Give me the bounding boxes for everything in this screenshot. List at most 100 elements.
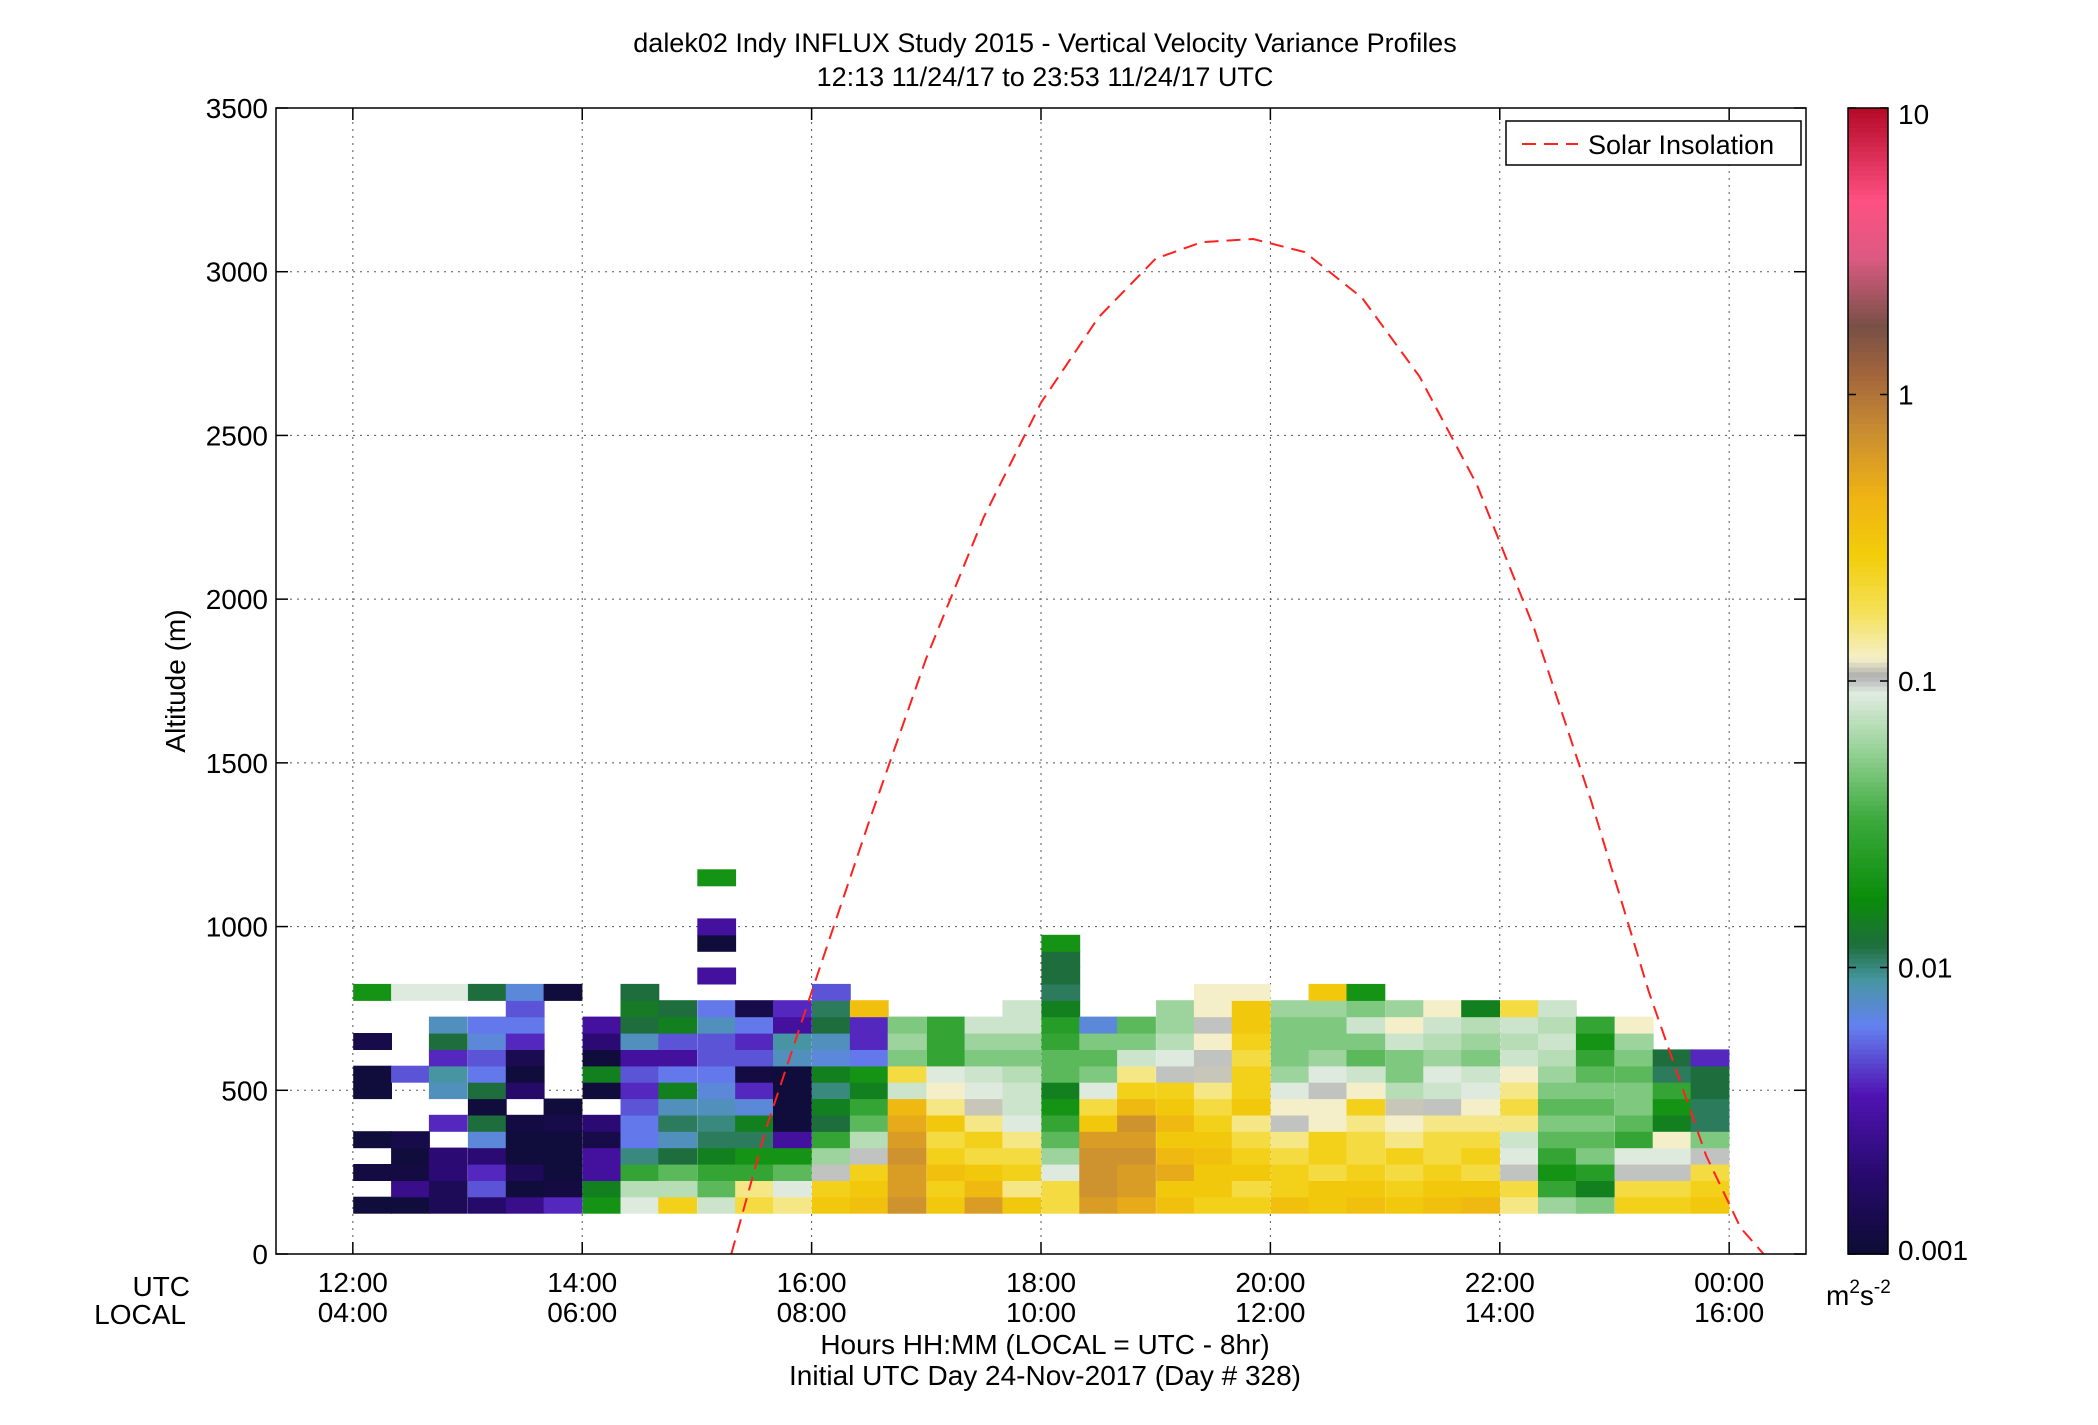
heatmap-cell: [1270, 1196, 1310, 1214]
heatmap-cell: [1385, 1049, 1425, 1067]
heatmap-cell: [964, 1098, 1004, 1116]
heatmap-cell: [735, 1065, 774, 1083]
colorbar-band: [1848, 1105, 1888, 1112]
colorbar-band: [1848, 747, 1888, 754]
heatmap-cell: [1500, 1147, 1539, 1165]
colorbar-band: [1848, 1139, 1888, 1145]
y-tick-label: 500: [221, 1075, 268, 1106]
heatmap-cell: [697, 918, 737, 936]
heatmap-cell: [1614, 1082, 1654, 1100]
heatmap-cell: [543, 1147, 583, 1165]
colorbar-band: [1848, 232, 1888, 238]
heatmap-cell: [1079, 1098, 1119, 1116]
heatmap-cell: [1575, 1065, 1615, 1083]
heatmap-cell: [812, 1164, 851, 1181]
heatmap-cell: [735, 1180, 774, 1198]
colorbar-band: [1848, 150, 1888, 157]
heatmap-cell: [1461, 1082, 1500, 1100]
heatmap-cell: [391, 1164, 430, 1181]
heatmap-cell: [1041, 1196, 1081, 1214]
heatmap-cell: [505, 1114, 545, 1132]
heatmap-cell: [697, 1131, 737, 1149]
heatmap-cell: [582, 1164, 622, 1181]
heatmap-cell: [1461, 1180, 1500, 1198]
heatmap-cell: [620, 1033, 660, 1050]
heatmap-cell: [735, 1098, 774, 1116]
heatmap-cell: [1002, 1016, 1042, 1034]
heatmap-cell: [773, 1180, 812, 1198]
colorbar-band: [1848, 714, 1888, 720]
colorbar-band: [1848, 284, 1888, 291]
heatmap-cell: [926, 1049, 966, 1067]
heatmap-cell: [1423, 1082, 1463, 1100]
heatmap-cell: [1614, 1164, 1654, 1181]
colorbar-band: [1848, 981, 1888, 988]
heatmap-cell: [1079, 1065, 1119, 1083]
heatmap-cell: [1117, 1131, 1156, 1149]
heatmap-cell: [428, 1082, 468, 1100]
heatmap-cell: [1690, 1147, 1730, 1165]
heatmap-cell: [887, 1114, 927, 1132]
colorbar-band: [1848, 442, 1888, 448]
heatmap-cell: [1346, 1164, 1386, 1181]
colorbar-band: [1848, 136, 1888, 143]
colorbar-band: [1848, 408, 1888, 415]
colorbar-band: [1848, 657, 1888, 663]
colorbar-band: [1848, 270, 1888, 276]
heatmap-cell: [1231, 1196, 1271, 1214]
chart-subtitle: 12:13 11/24/17 to 23:53 11/24/17 UTC: [817, 62, 1274, 92]
heatmap-cell: [849, 1147, 889, 1165]
colorbar-band: [1848, 829, 1888, 835]
heatmap-cell: [353, 1131, 392, 1149]
colorbar-band: [1848, 451, 1888, 458]
heatmap-cell: [353, 1033, 392, 1050]
colorbar-band: [1848, 809, 1888, 816]
heatmap-cell: [735, 1196, 774, 1214]
heatmap-cell: [391, 1065, 430, 1083]
heatmap-cell: [1575, 1131, 1615, 1149]
heatmap-cell: [467, 1082, 507, 1100]
heatmap-cell: [773, 1033, 812, 1050]
x-axis-label: Hours HH:MM (LOCAL = UTC - 8hr): [820, 1329, 1269, 1360]
heatmap-cell: [812, 1082, 851, 1100]
heatmap-cell: [1346, 1082, 1386, 1100]
heatmap-cell: [391, 1131, 430, 1149]
heatmap-cell: [1652, 1131, 1692, 1149]
heatmap-cell: [1538, 1180, 1577, 1198]
x-tick-label-local: 10:00: [1006, 1297, 1076, 1328]
heatmap-cell: [1575, 1016, 1615, 1034]
colorbar-band: [1848, 766, 1888, 773]
heatmap-cell: [1385, 1082, 1425, 1100]
heatmap-cell: [620, 1164, 660, 1181]
colorbar: [1848, 108, 1888, 1255]
heatmap-cell: [1308, 1164, 1348, 1181]
heatmap-cell: [1346, 1147, 1386, 1165]
colorbar-band: [1848, 155, 1888, 162]
heatmap-cell: [926, 1114, 966, 1132]
colorbar-band: [1848, 575, 1888, 582]
heatmap-cell: [1346, 1049, 1386, 1067]
y-tick-label: 1000: [206, 912, 268, 943]
colorbar-band: [1848, 1158, 1888, 1165]
colorbar-band: [1848, 1201, 1888, 1208]
heatmap-cell: [1652, 1065, 1692, 1083]
colorbar-band: [1848, 1048, 1888, 1055]
heatmap-cell: [1117, 1033, 1156, 1050]
heatmap-cell: [505, 1196, 545, 1214]
colorbar-band: [1848, 146, 1888, 152]
heatmap-cell: [658, 1049, 698, 1067]
heatmap-cell: [658, 1065, 698, 1083]
colorbar-band: [1848, 122, 1888, 128]
heatmap-cell: [1690, 1196, 1730, 1214]
heatmap-cell: [1385, 1065, 1425, 1083]
heatmap-cell: [773, 1016, 812, 1034]
heatmap-cell: [1002, 1114, 1042, 1132]
heatmap-cell: [1308, 1131, 1348, 1149]
heatmap-cell: [1041, 1180, 1081, 1198]
colorbar-band: [1848, 1168, 1888, 1174]
heatmap-cell: [505, 1000, 545, 1018]
axis-ticks: 050010001500200025003000350012:0004:0014…: [206, 93, 1806, 1328]
colorbar-band: [1848, 193, 1888, 200]
heatmap-cell: [1346, 1016, 1386, 1034]
